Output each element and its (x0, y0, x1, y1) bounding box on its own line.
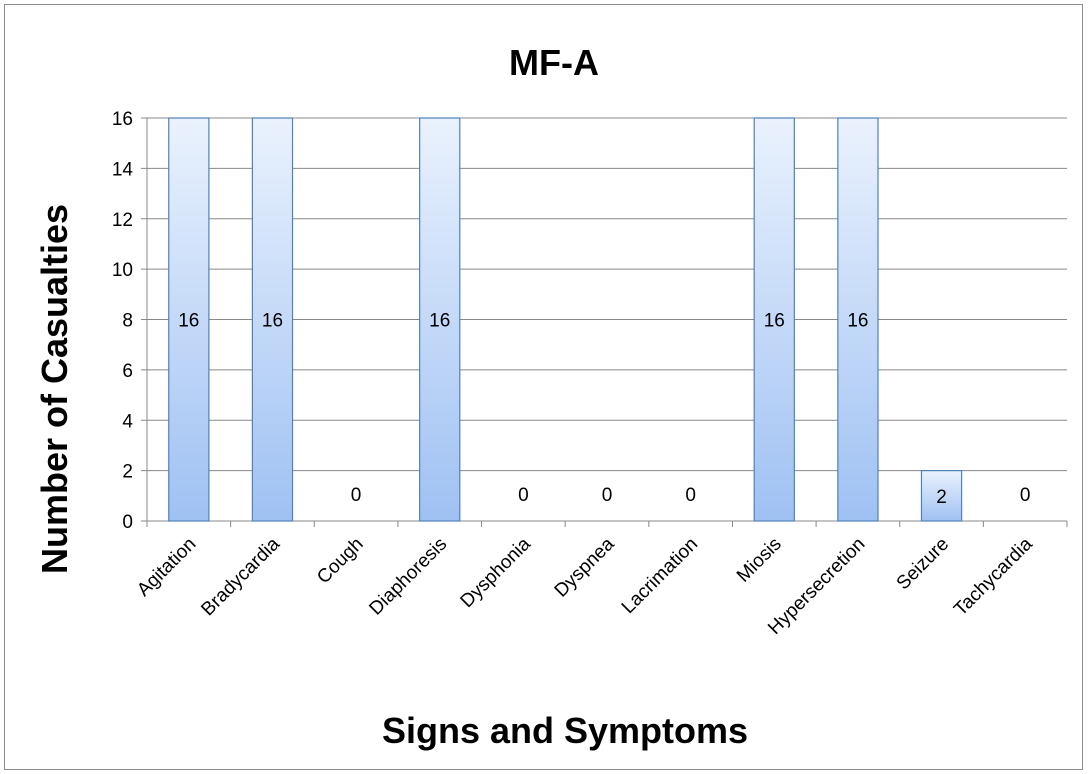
y-tick-label: 0 (122, 512, 133, 533)
chart-title: MF-A (509, 42, 599, 83)
category-label: Tachycardia (950, 533, 1037, 620)
bar-bradycardia (251, 117, 294, 522)
y-tick-label: 6 (122, 361, 133, 382)
y-tick-label: 2 (122, 462, 133, 483)
category-label: Lacrimation (618, 534, 702, 618)
data-label: 0 (602, 485, 613, 506)
bar-hypersecretion (837, 117, 879, 522)
data-label: 16 (178, 311, 199, 332)
category-label: Miosis (733, 534, 786, 587)
data-label: 0 (351, 485, 362, 506)
data-label: 16 (429, 311, 450, 332)
y-tick-label: 10 (112, 260, 133, 281)
data-label: 0 (685, 485, 696, 506)
category-label: Cough (313, 534, 367, 588)
y-tick-label: 14 (112, 159, 134, 180)
data-label: 0 (1020, 485, 1031, 506)
bar-agitation (168, 117, 210, 522)
data-label: 16 (847, 311, 868, 332)
gridlines (141, 117, 1067, 522)
y-tick-label: 12 (112, 210, 133, 231)
axes (146, 118, 1068, 527)
y-axis-title: Number of Casualties (34, 204, 75, 574)
chart-frame: MF-A 0 2 4 6 8 10 12 14 16 16 16 0 16 0 0 0 16 16 2 0 Agit… (4, 4, 1083, 770)
data-labels: 16 16 0 16 0 0 0 16 16 2 0 (178, 311, 1030, 508)
category-label: Seizure (893, 534, 953, 594)
data-label: 16 (262, 311, 283, 332)
bar-diaphoresis (419, 117, 461, 522)
y-tick-labels: 0 2 4 6 8 10 12 14 16 (112, 109, 134, 533)
category-label: Agitation (133, 534, 200, 601)
category-label: Bradycardia (197, 533, 284, 620)
data-label: 2 (936, 487, 947, 508)
category-label: Dyspnea (551, 533, 619, 601)
y-tick-label: 8 (122, 311, 133, 332)
bar-chart: MF-A 0 2 4 6 8 10 12 14 16 16 16 0 16 0 0 0 16 16 2 0 Agit… (34, 42, 1068, 751)
bar-miosis (753, 117, 795, 522)
bar-seizure (920, 470, 963, 522)
y-tick-label: 16 (112, 109, 133, 130)
category-label: Dysphonia (457, 533, 536, 612)
data-label: 16 (764, 311, 785, 332)
x-axis-title: Signs and Symptoms (382, 710, 748, 751)
category-label: Diaphoresis (365, 534, 451, 620)
bars (168, 117, 963, 522)
data-label: 0 (518, 485, 529, 506)
y-tick-label: 4 (122, 411, 133, 432)
